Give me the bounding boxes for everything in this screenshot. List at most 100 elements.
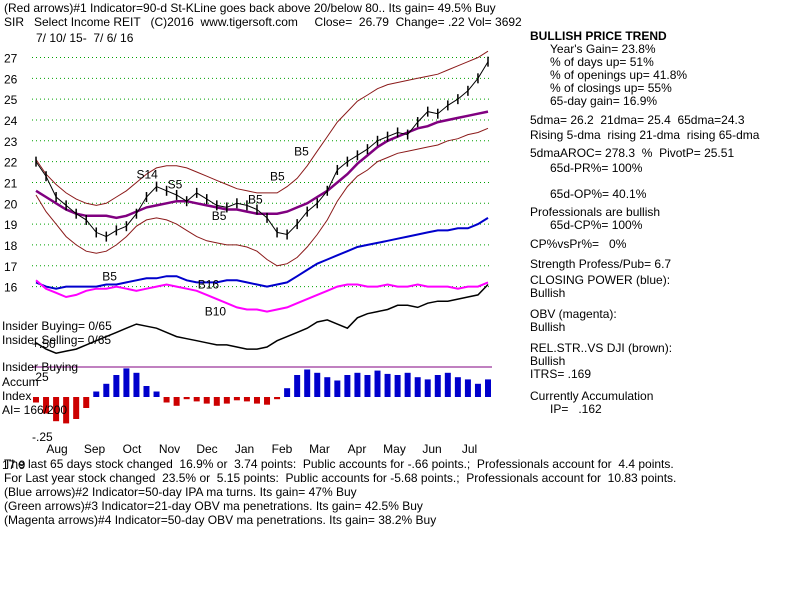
signal-label: B5 [294, 144, 309, 158]
accum-bar [404, 372, 411, 397]
accum-bar [83, 397, 90, 408]
magenta-arrows-note: (Magenta arrows)#4 Indicator=50-day OBV … [4, 513, 437, 527]
obv-value: Bullish [530, 320, 566, 334]
accum-bar [43, 397, 50, 414]
accum-bar [73, 397, 80, 419]
accumulation-title: Currently Accumulation [530, 389, 654, 403]
aroc-pivot: 5dmaAROC= 278.3 % PivotP= 25.51 [530, 146, 735, 160]
insider-selling: Insider Selling= 0/65 [2, 333, 112, 347]
accum-bar [294, 375, 301, 397]
relstr-title: REL.STR..VS DJI (brown): [530, 341, 673, 355]
blue-arrows-note: (Blue arrows)#2 Indicator=50-day IPA ma … [4, 485, 357, 499]
op-65: 65d-OP%= 40.1% [550, 187, 647, 201]
y-tick-label: 18 [4, 239, 18, 253]
accum-bar [444, 372, 451, 397]
closing-power-value: Bullish [530, 286, 566, 300]
accum-bar [454, 377, 461, 397]
obv-line [35, 279, 489, 313]
header-indicator-line: (Red arrows)#1 Indicator=90-d St-KLine g… [4, 1, 496, 15]
accum-bar [474, 383, 481, 397]
accumulation-histogram: +.50 .25 -.25 [32, 337, 492, 444]
y-tick-label: 27 [4, 51, 18, 65]
y-tick-label: 20 [4, 197, 18, 211]
openings-up: % of openings up= 41.8% [550, 68, 688, 82]
accum-bar [354, 372, 361, 397]
chart-series [35, 50, 489, 354]
x-tick-label: Jan [235, 442, 254, 456]
accum-bar [274, 397, 281, 400]
obv-title: OBV (magenta): [530, 307, 617, 321]
strength-ratio: Strength Profess/Pub= 6.7 [530, 257, 672, 271]
x-tick-label: May [383, 442, 406, 456]
cp-65: 65d-CP%= 100% [550, 218, 643, 232]
accum-bar [253, 397, 260, 404]
signal-label: B5 [248, 192, 263, 206]
signal-label: B5 [270, 169, 285, 183]
accum-bar [133, 372, 140, 397]
accum-bar [284, 388, 291, 397]
x-tick-label: Jul [462, 442, 477, 456]
y-tick-label: 23 [4, 135, 18, 149]
accum-bar [485, 379, 491, 397]
accum-bar [223, 397, 230, 404]
relstr-line [35, 283, 489, 354]
x-tick-label: Oct [123, 442, 142, 456]
insider-buying: Insider Buying= 0/65 [2, 319, 112, 333]
lower-band-line [35, 127, 489, 267]
itrs-value: ITRS= .169 [530, 367, 592, 381]
accum-bar [334, 380, 341, 397]
y-axis-ticks: 27 26 25 24 23 22 21 20 19 18 17 16 [4, 51, 18, 294]
accum-bar [424, 379, 431, 397]
closings-up: % of closings up= 55% [550, 81, 672, 95]
date-range: 7/ 10/ 15- 7/ 6/ 16 [36, 31, 134, 45]
signal-label: B5 [212, 209, 227, 223]
days-up: % of days up= 51% [550, 55, 654, 69]
ai-label: AI= 166/200 [2, 403, 68, 417]
accum-bar [93, 391, 100, 397]
accum-bar [414, 377, 421, 397]
accum-label: Accum [2, 375, 39, 389]
accum-bar [264, 397, 271, 405]
closing-power-title: CLOSING POWER (blue): [530, 273, 671, 287]
y-tick-label: 17 [4, 260, 18, 274]
header-ticker-line: SIR Select Income REIT (C)2016 www.tiger… [4, 15, 522, 29]
accum-bar [153, 391, 160, 397]
y-tick-label: 22 [4, 156, 18, 170]
accum-bar [233, 397, 240, 401]
accum-bar [324, 377, 331, 397]
accum-bar [143, 386, 150, 397]
pr-65: 65d-PR%= 100% [550, 161, 643, 175]
cp-vs-pr: CP%vsPr%= 0% [530, 237, 627, 251]
accum-bar [63, 397, 70, 424]
accum-bar [173, 397, 180, 406]
accum-bar [314, 372, 321, 397]
accum-bar [53, 397, 60, 422]
accum-bar [33, 397, 39, 403]
closing-power-line [35, 217, 489, 290]
relstr-value: Bullish [530, 354, 566, 368]
accum-bar [364, 375, 371, 397]
signal-annotations: S14 S5 B5 B5 B5 B5 B5 B16 B10 [102, 144, 309, 318]
accum-bar [374, 370, 381, 397]
summary-65-days: The last 65 days stock changed 16.9% or … [4, 457, 674, 471]
accum-bar [103, 383, 110, 397]
accum-bar [434, 375, 441, 397]
accum-bar [304, 369, 311, 397]
x-axis-ticks: Aug Sep Oct Nov Dec Jan Feb Mar Apr May Jun Jul [46, 442, 477, 456]
y-tick-label: 25 [4, 93, 18, 107]
accum-bar [203, 397, 210, 404]
accum-bar [193, 397, 200, 402]
years-gain: Year's Gain= 23.8% [550, 42, 656, 56]
upper-band-line [35, 50, 489, 206]
accum-bar [183, 397, 190, 400]
trend-title: BULLISH PRICE TREND [530, 29, 667, 43]
accum-tick-label: .25 [32, 370, 49, 384]
index-label: Index [2, 389, 32, 403]
x-tick-label: Feb [272, 442, 293, 456]
signal-label: B5 [102, 269, 117, 283]
dma-values: 5dma= 26.2 21dma= 25.4 65dma=24.3 [530, 113, 745, 127]
y-tick-label: 19 [4, 218, 18, 232]
accum-bar [163, 397, 170, 403]
signal-label: S14 [136, 167, 158, 181]
bottom-summary: The last 65 days stock changed 16.9% or … [4, 457, 794, 527]
